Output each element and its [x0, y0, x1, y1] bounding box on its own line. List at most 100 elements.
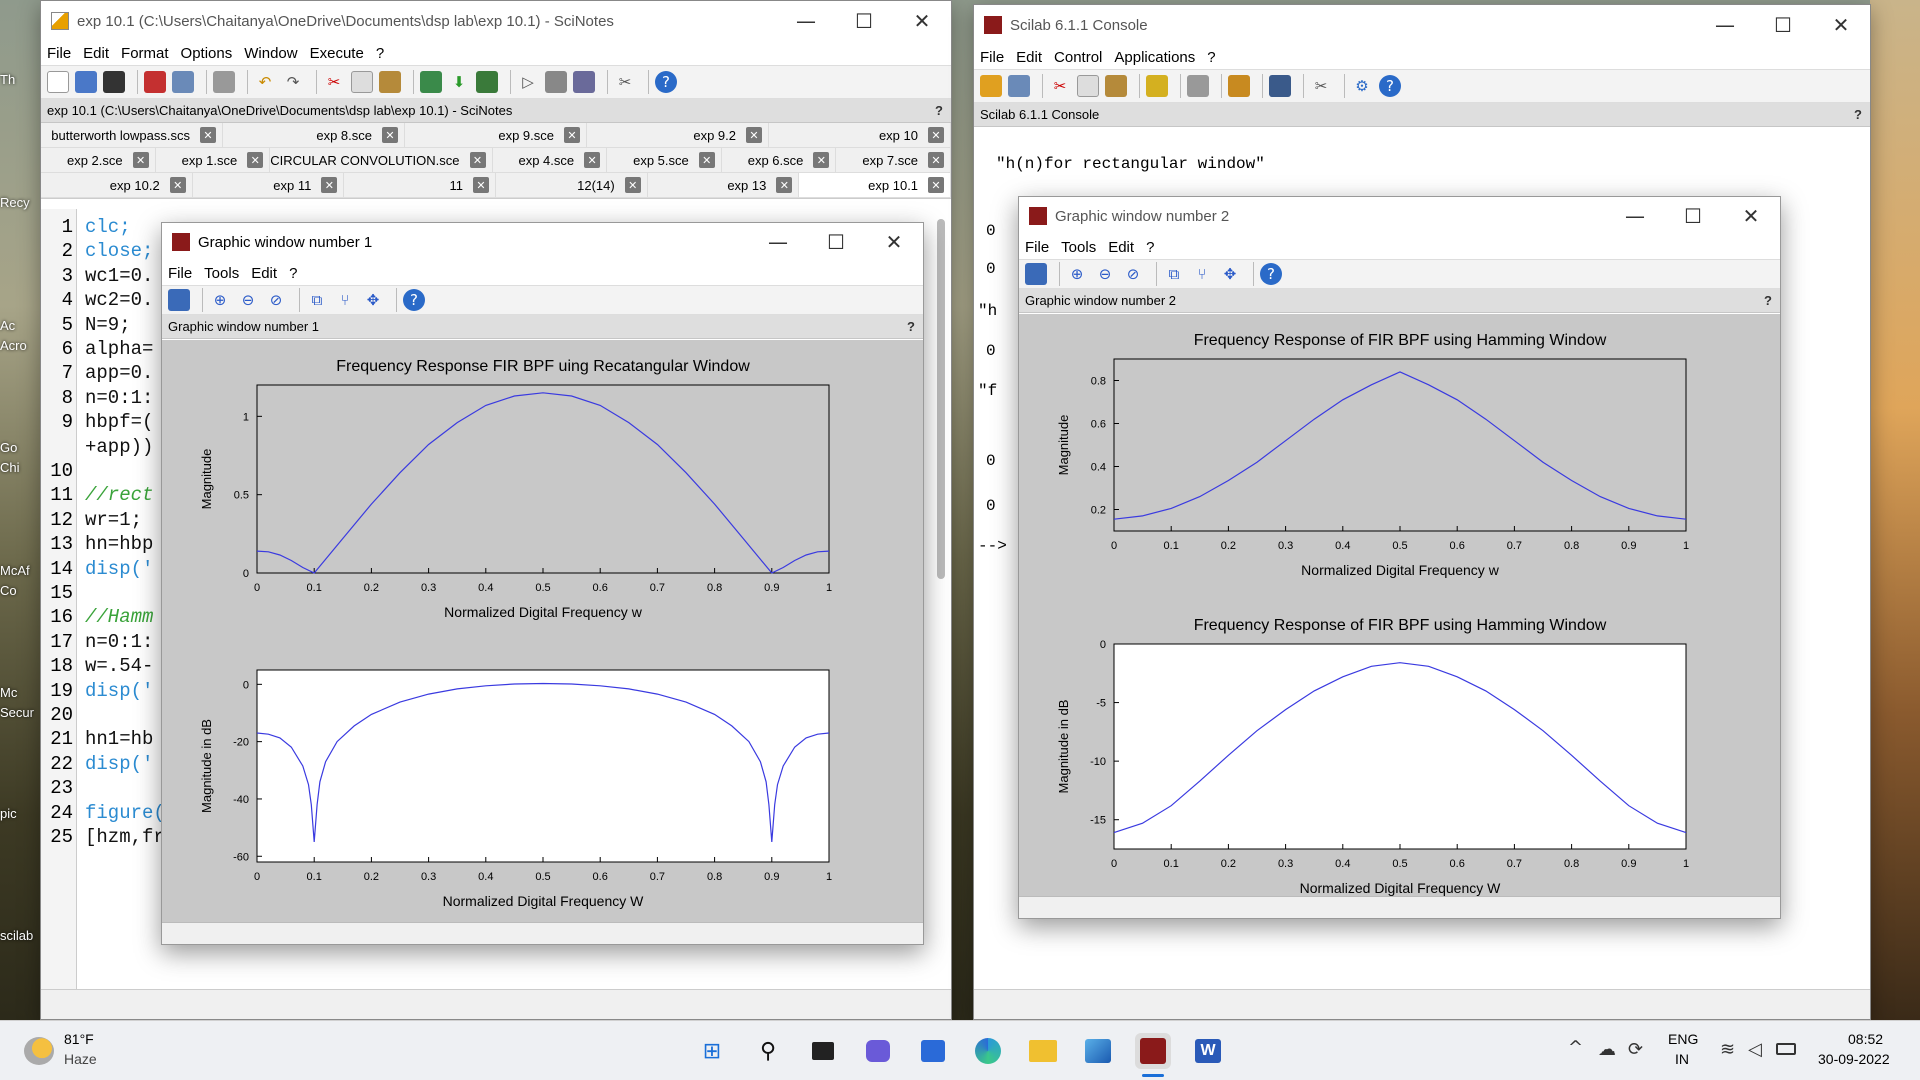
desktop-icon-label[interactable]: pic — [0, 806, 17, 821]
close-button[interactable]: ✕ — [1742, 204, 1760, 228]
onedrive-icon[interactable]: ☁ — [1598, 1039, 1616, 1060]
variable-browser-icon[interactable] — [1228, 75, 1250, 97]
tab-close-icon[interactable]: ✕ — [132, 152, 149, 168]
info-help-icon[interactable]: ? — [907, 319, 915, 334]
zoom-out-icon[interactable]: ⊖ — [241, 291, 255, 309]
clear-console-icon[interactable] — [1146, 75, 1168, 97]
code-line[interactable]: n=0:1: — [85, 386, 154, 409]
new-file-icon[interactable] — [47, 71, 69, 93]
code-line[interactable]: hbpf=( — [85, 411, 154, 434]
paste-icon[interactable] — [379, 71, 401, 93]
console-titlebar[interactable]: Scilab 6.1.1 Console — ☐ ✕ — [974, 5, 1870, 45]
maximize-button[interactable]: ☐ — [1684, 204, 1702, 228]
language-indicator[interactable]: ENG — [1668, 1031, 1699, 1047]
graphic-window-1[interactable]: Graphic window number 1 — ☐ ✕ File Tools E… — [161, 222, 924, 945]
datatip-icon[interactable]: ⧉ — [1168, 265, 1180, 283]
tab-close-icon[interactable]: ✕ — [473, 177, 490, 193]
graph2-titlebar[interactable]: Graphic window number 2 — ☐ ✕ — [1019, 197, 1780, 235]
minimize-button[interactable]: — — [768, 230, 788, 254]
file-tab[interactable]: exp 11 ✕ — [193, 173, 345, 197]
desktop-icon-label[interactable]: Ac — [0, 318, 16, 333]
execute-file-icon[interactable] — [545, 71, 567, 93]
tab-close-icon[interactable]: ✕ — [698, 152, 715, 168]
open-folder-icon[interactable] — [1008, 75, 1030, 97]
execute-echo-icon[interactable] — [573, 71, 595, 93]
code-line[interactable]: disp(' — [85, 557, 154, 580]
rotate-icon[interactable] — [168, 289, 190, 311]
desktop-icon-label[interactable]: Secur — [0, 705, 34, 720]
menu-item[interactable]: Edit — [83, 44, 110, 62]
info-help-icon[interactable]: ? — [1854, 107, 1862, 122]
code-line[interactable]: alpha= — [85, 338, 154, 360]
menu-item[interactable]: Options — [180, 44, 233, 62]
datatip-icon[interactable]: ⧉ — [311, 291, 323, 309]
menu-item[interactable]: Format — [121, 44, 169, 62]
cut-icon[interactable]: ✂ — [327, 73, 341, 91]
tab-close-icon[interactable]: ✕ — [469, 152, 486, 168]
file-tab[interactable]: exp 10.1 ✕ — [799, 173, 952, 197]
sync-icon[interactable]: ⟳ — [1628, 1039, 1644, 1060]
file-explorer-icon[interactable] — [1025, 1033, 1061, 1069]
help-icon[interactable]: ? — [655, 71, 677, 93]
store-icon[interactable] — [915, 1033, 951, 1069]
close-button[interactable]: ✕ — [1832, 13, 1850, 37]
menu-item[interactable]: ? — [1146, 238, 1155, 256]
preferences-icon[interactable]: ✂ — [1314, 77, 1328, 95]
task-view-icon[interactable] — [805, 1033, 841, 1069]
desktop-icon-label[interactable]: Mc — [0, 685, 18, 700]
info-help-icon[interactable]: ? — [935, 103, 943, 118]
code-line[interactable]: close; — [85, 240, 154, 263]
minimize-button[interactable]: — — [796, 9, 816, 33]
file-tab[interactable]: exp 10.2 ✕ — [41, 173, 193, 197]
datatip-edit-icon[interactable]: ⑂ — [1197, 265, 1207, 283]
menu-item[interactable]: Control — [1054, 48, 1103, 66]
cut-icon[interactable]: ✂ — [1053, 77, 1067, 95]
word-icon[interactable]: W — [1190, 1033, 1226, 1069]
menu-item[interactable]: Edit — [251, 264, 278, 282]
desktop-icon-label[interactable]: Chi — [0, 460, 20, 475]
start-icon[interactable]: ⊞ — [702, 1038, 722, 1064]
zoom-area-icon[interactable]: ⊘ — [269, 291, 283, 309]
copy-icon[interactable] — [351, 71, 373, 93]
zoom-out-icon[interactable]: ⊖ — [1098, 265, 1112, 283]
graphic-window-2[interactable]: Graphic window number 2 — ☐ ✕ File Tools E… — [1018, 196, 1781, 919]
tab-close-icon[interactable]: ✕ — [928, 177, 945, 193]
load-icon[interactable] — [476, 71, 498, 93]
zoom-area-icon[interactable]: ⊘ — [1126, 265, 1140, 283]
desktop-icon-label[interactable]: scilab — [0, 928, 34, 943]
graph1-figure[interactable]: Frequency Response FIR BPF uing Recatang… — [162, 340, 923, 922]
search-icon[interactable]: ⚲ — [759, 1038, 777, 1064]
xcos-icon[interactable] — [1269, 75, 1291, 97]
menu-item[interactable]: Tools — [204, 264, 240, 282]
code-line[interactable]: disp(' — [85, 679, 154, 702]
file-tab[interactable]: exp 2.sce ✕ — [41, 148, 156, 172]
file-tab[interactable]: exp 1.sce ✕ — [156, 148, 271, 172]
tab-close-icon[interactable]: ✕ — [813, 152, 830, 168]
save-as-icon[interactable] — [172, 71, 194, 93]
tab-close-icon[interactable]: ✕ — [584, 152, 601, 168]
desktop-icon-label[interactable]: Co — [0, 583, 17, 598]
tab-close-icon[interactable]: ✕ — [200, 127, 216, 143]
photos-icon[interactable] — [1080, 1033, 1116, 1069]
menu-item[interactable]: File — [168, 264, 193, 282]
code-line[interactable]: wr=1; — [85, 508, 143, 531]
code-line[interactable]: //rect — [85, 484, 154, 507]
close-button[interactable]: ✕ — [885, 230, 903, 254]
maximize-button[interactable]: ☐ — [855, 9, 873, 33]
desktop-icon-label[interactable]: Th — [0, 72, 16, 87]
print-icon[interactable] — [1187, 75, 1209, 97]
wifi-icon[interactable]: ≋ — [1720, 1039, 1736, 1060]
tab-close-icon[interactable]: ✕ — [382, 127, 398, 143]
file-tab[interactable]: exp 6.sce ✕ — [722, 148, 837, 172]
pan-icon[interactable]: ✥ — [366, 291, 380, 309]
undo-icon[interactable]: ↶ — [258, 73, 272, 91]
code-line[interactable]: n=0:1: — [85, 630, 154, 653]
tab-close-icon[interactable]: ✕ — [624, 177, 641, 193]
graph1-svg[interactable]: Frequency Response FIR BPF uing Recatang… — [162, 340, 923, 922]
info-help-icon[interactable]: ? — [1764, 293, 1772, 308]
help-icon[interactable]: ? — [403, 289, 425, 311]
code-line[interactable]: N=9; — [85, 313, 131, 336]
graph1-titlebar[interactable]: Graphic window number 1 — ☐ ✕ — [162, 223, 923, 261]
chevron-up-icon[interactable]: ^ — [1568, 1037, 1584, 1058]
code-line[interactable]: hn=hbp — [85, 533, 154, 556]
